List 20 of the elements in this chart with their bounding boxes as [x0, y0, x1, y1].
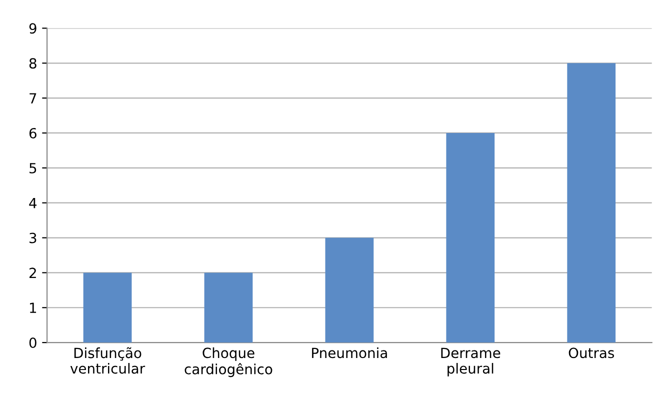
y-tick-label: 2	[30, 268, 36, 278]
y-tick-label: 8	[29, 58, 36, 69]
bar	[567, 63, 616, 343]
bar	[204, 272, 253, 343]
x-tick-label: Outras	[568, 348, 614, 358]
x-tick-label: Choque cardiogênico	[184, 347, 272, 378]
bar	[325, 238, 374, 343]
x-tick-label: Derrame pleural	[441, 348, 500, 376]
x-tick-label: Disfunção ventricular	[70, 347, 146, 374]
y-tick-label: 9	[29, 23, 36, 34]
bar	[83, 272, 132, 343]
y-tick-label: 7	[30, 93, 36, 104]
y-tick-label: 0	[29, 338, 36, 348]
y-tick-label: 1	[30, 302, 36, 313]
y-tick-label: 3	[30, 232, 36, 244]
x-tick-label: Pneumonia	[312, 347, 387, 358]
y-tick-label: 5	[30, 163, 36, 174]
y-tick-label: 4	[29, 198, 37, 208]
bar	[446, 132, 495, 343]
y-tick-label: 6	[29, 128, 36, 138]
